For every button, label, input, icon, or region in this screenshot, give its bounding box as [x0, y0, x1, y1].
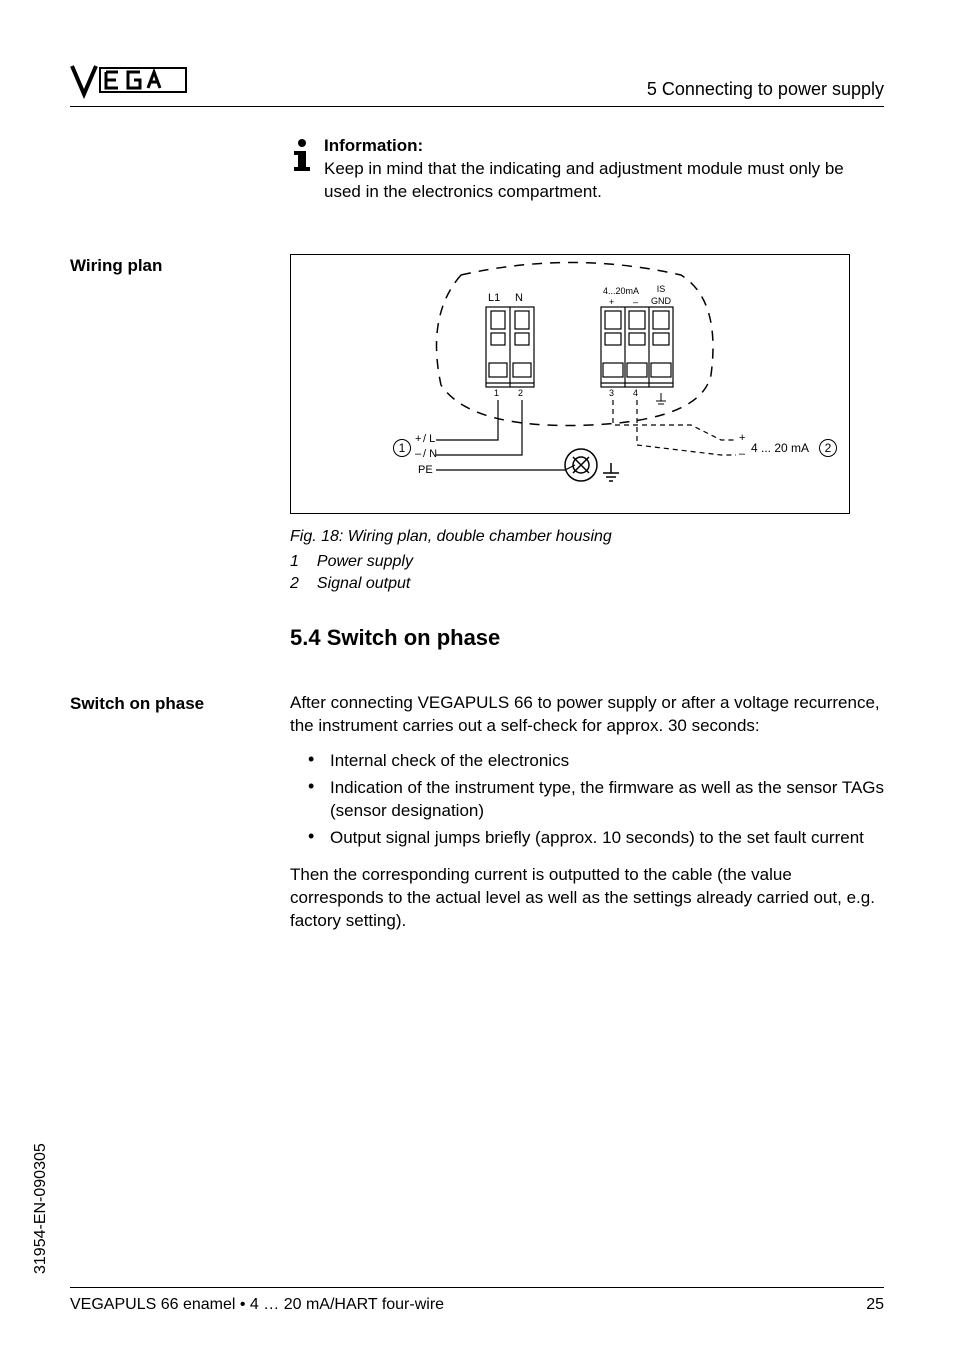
- diagram-n-label: N: [515, 291, 523, 306]
- section-5-4-bullets: Internal check of the electronics Indica…: [308, 750, 884, 850]
- wiring-diagram: L1 N 4...20mA IS GND + – 1 2 3 4 1 + – /…: [290, 254, 850, 514]
- diagram-plus-left: +: [415, 432, 421, 447]
- wiring-plan-label: Wiring plan: [70, 254, 290, 670]
- section-5-4-para1: After connecting VEGAPULS 66 to power su…: [290, 692, 884, 738]
- diagram-l1-label: L1: [488, 291, 500, 306]
- doc-code-vertical: 31954-EN-090305: [32, 1143, 50, 1274]
- section-5-4-heading: 5.4 Switch on phase: [290, 623, 884, 653]
- diagram-out-label: 4 ... 20 mA: [751, 440, 809, 456]
- info-text: Keep in mind that the indicating and adj…: [324, 159, 844, 201]
- diagram-term3: 3: [609, 387, 614, 399]
- header-section-title: 5 Connecting to power supply: [647, 79, 884, 100]
- diagram-minus-right: –: [739, 447, 745, 462]
- footer-left: VEGAPULS 66 enamel • 4 … 20 mA/HART four…: [70, 1296, 444, 1314]
- switch-on-phase-label: Switch on phase: [70, 692, 290, 932]
- bullet-1: Internal check of the electronics: [308, 750, 884, 773]
- diagram-pe: PE: [418, 463, 433, 478]
- diagram-plus-top: +: [609, 296, 614, 308]
- diagram-term2: 2: [518, 387, 523, 399]
- figure-caption: Fig. 18: Wiring plan, double chamber hou…: [290, 526, 884, 548]
- figure-legend: 1 Power supply 2 Signal output: [290, 551, 884, 594]
- diagram-term4: 4: [633, 387, 638, 399]
- diagram-plus-right: +: [739, 431, 745, 446]
- diagram-isgnd: IS GND: [651, 283, 671, 307]
- diagram-term1: 1: [494, 387, 499, 399]
- section-5-4-para2: Then the corresponding current is output…: [290, 864, 884, 933]
- vega-logo: [70, 60, 190, 100]
- footer-page-number: 25: [866, 1296, 884, 1314]
- diagram-minus-left: –: [415, 447, 421, 462]
- info-icon: [290, 135, 324, 180]
- legend-text-1: Power supply: [317, 551, 413, 573]
- diagram-circ2: 2: [819, 439, 837, 457]
- page-footer: VEGAPULS 66 enamel • 4 … 20 mA/HART four…: [70, 1287, 884, 1314]
- bullet-2: Indication of the instrument type, the f…: [308, 777, 884, 823]
- wiring-plan-section: Wiring plan: [70, 254, 884, 670]
- legend-num-2: 2: [290, 573, 299, 595]
- legend-text-2: Signal output: [317, 573, 410, 595]
- diagram-slash-l: / L: [423, 432, 435, 447]
- page-header: 5 Connecting to power supply: [70, 60, 884, 107]
- legend-num-1: 1: [290, 551, 299, 573]
- switch-on-phase-section: Switch on phase After connecting VEGAPUL…: [70, 692, 884, 932]
- info-section: Information: Keep in mind that the indic…: [70, 135, 884, 232]
- diagram-slash-n: / N: [423, 447, 437, 462]
- bullet-3: Output signal jumps briefly (approx. 10 …: [308, 827, 884, 850]
- info-heading: Information:: [324, 136, 423, 155]
- diagram-minus-top: –: [633, 296, 638, 308]
- dipiagram-circ1: 1: [393, 439, 411, 457]
